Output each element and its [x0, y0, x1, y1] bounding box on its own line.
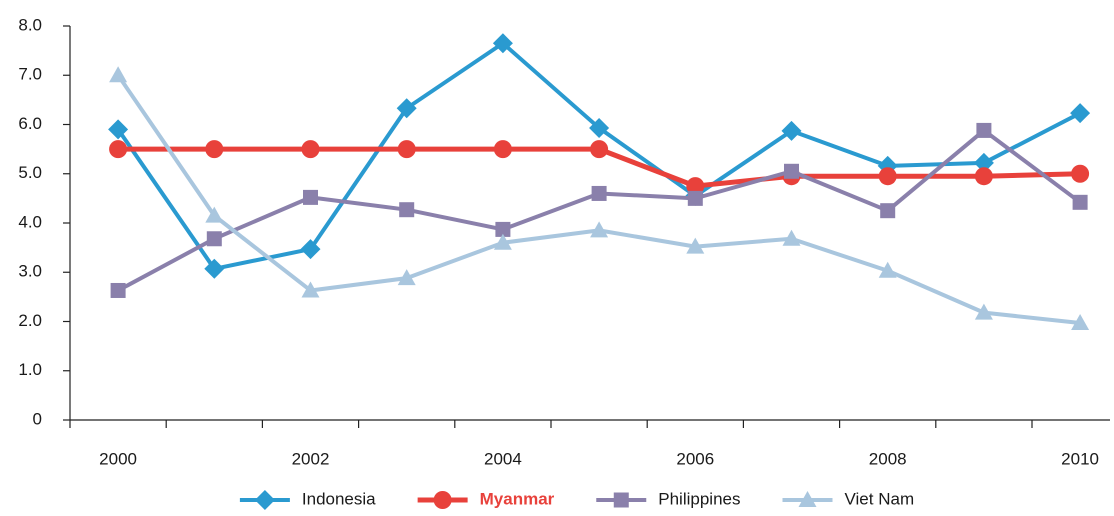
y-tick-label: 2.0: [18, 311, 42, 330]
data-point: [206, 231, 222, 247]
legend-label: Indonesia: [302, 489, 376, 508]
data-point: [303, 189, 318, 205]
data-point: [686, 177, 705, 196]
data-point: [493, 140, 512, 159]
data-point: [878, 167, 897, 186]
data-point: [1070, 103, 1091, 124]
legend-item: Philippines: [596, 489, 741, 508]
legend-label: Viet Nam: [845, 489, 915, 508]
series: [109, 66, 1090, 330]
data-point: [880, 203, 896, 219]
x-tick-label: 2000: [99, 449, 137, 468]
y-tick-label: 1.0: [18, 360, 42, 379]
data-point: [590, 221, 609, 238]
legend-marker: [613, 492, 629, 508]
data-point: [781, 120, 802, 141]
data-point: [687, 190, 703, 206]
legend-item: Viet Nam: [782, 489, 915, 508]
legend-marker: [433, 491, 452, 509]
y-tick-label: 7.0: [18, 65, 42, 84]
legend-label: Philippines: [658, 489, 740, 508]
data-point: [397, 140, 416, 159]
data-point: [1071, 313, 1090, 330]
data-point: [301, 140, 320, 159]
x-tick-label: 2002: [292, 449, 330, 468]
y-tick-label: 4.0: [18, 212, 42, 231]
data-point: [205, 206, 224, 223]
data-point: [301, 281, 320, 298]
data-point: [1071, 164, 1090, 183]
legend: Indonesia Myanmar Philippines Viet Nam: [239, 489, 915, 510]
data-point: [399, 202, 415, 218]
data-point: [782, 229, 801, 246]
data-point: [205, 140, 224, 159]
data-point: [784, 163, 799, 179]
data-point: [300, 239, 321, 260]
y-tick-label: 8.0: [18, 15, 42, 34]
legend-marker: [254, 490, 275, 510]
data-point: [492, 33, 513, 54]
data-point: [976, 122, 992, 138]
legend-item: Indonesia: [239, 489, 376, 510]
data-point: [493, 233, 512, 250]
y-tick-label: 6.0: [18, 114, 42, 133]
data-point: [974, 303, 993, 320]
legend-marker: [798, 491, 817, 507]
x-tick-label: 2010: [1061, 449, 1099, 468]
legend-item: Myanmar: [417, 489, 555, 509]
data-point: [686, 237, 705, 254]
x-tick-label: 2004: [484, 449, 522, 468]
series: [108, 33, 1091, 279]
data-point: [108, 119, 129, 140]
data-point: [397, 269, 416, 286]
y-tick-label: 5.0: [18, 163, 42, 182]
data-point: [590, 140, 609, 159]
data-point: [973, 152, 994, 173]
x-tick-label: 2008: [869, 449, 907, 468]
data-point: [1072, 194, 1088, 210]
data-point: [878, 261, 897, 278]
legend-label: Myanmar: [480, 489, 555, 508]
data-point: [591, 185, 607, 201]
data-point: [109, 66, 128, 83]
data-point: [396, 98, 417, 119]
x-tick-label: 2006: [676, 449, 714, 468]
series: [110, 122, 1088, 298]
data-point: [204, 258, 225, 279]
y-tick-label: 3.0: [18, 262, 42, 281]
data-point: [109, 140, 128, 159]
series: [109, 140, 1090, 196]
data-point: [974, 167, 993, 186]
data-point: [110, 282, 126, 298]
data-point: [589, 117, 610, 138]
y-tick-label: 0: [33, 409, 42, 428]
data-point: [495, 221, 511, 237]
